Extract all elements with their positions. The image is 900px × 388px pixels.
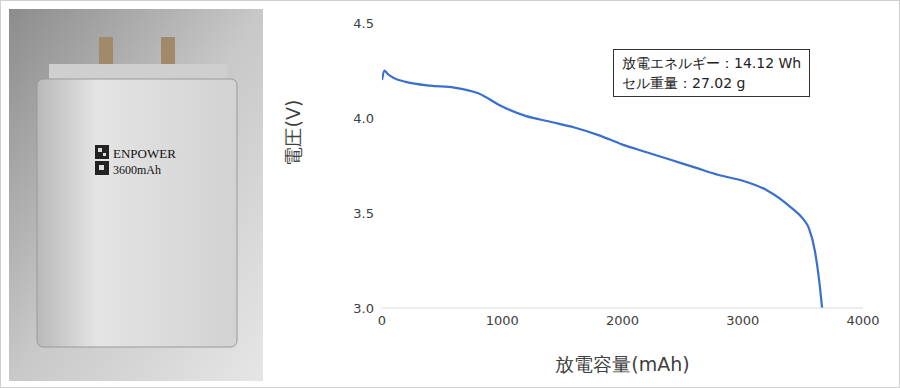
html-text:放電エネルギー：14.12 Wh: 放電エネルギー：14.12 Wh: [622, 55, 802, 71]
svg-text:4000: 4000: [846, 313, 879, 328]
svg-text:0: 0: [378, 313, 386, 328]
svg-text:2000: 2000: [606, 313, 639, 328]
svg-text:電圧(V): 電圧(V): [282, 100, 304, 166]
svg-text:1000: 1000: [486, 313, 519, 328]
svg-text:3600mAh: 3600mAh: [113, 163, 161, 177]
svg-text:3.5: 3.5: [353, 206, 374, 221]
svg-text:ENPOWER: ENPOWER: [113, 146, 176, 161]
html-text:セル重量：27.02 g: セル重量：27.02 g: [622, 75, 746, 91]
svg-text:4.0: 4.0: [353, 111, 374, 126]
svg-text:3.0: 3.0: [353, 301, 374, 316]
svg-text:4.5: 4.5: [353, 16, 374, 31]
svg-text:放電容量(mAh): 放電容量(mAh): [555, 353, 689, 375]
svg-text:3000: 3000: [726, 313, 759, 328]
